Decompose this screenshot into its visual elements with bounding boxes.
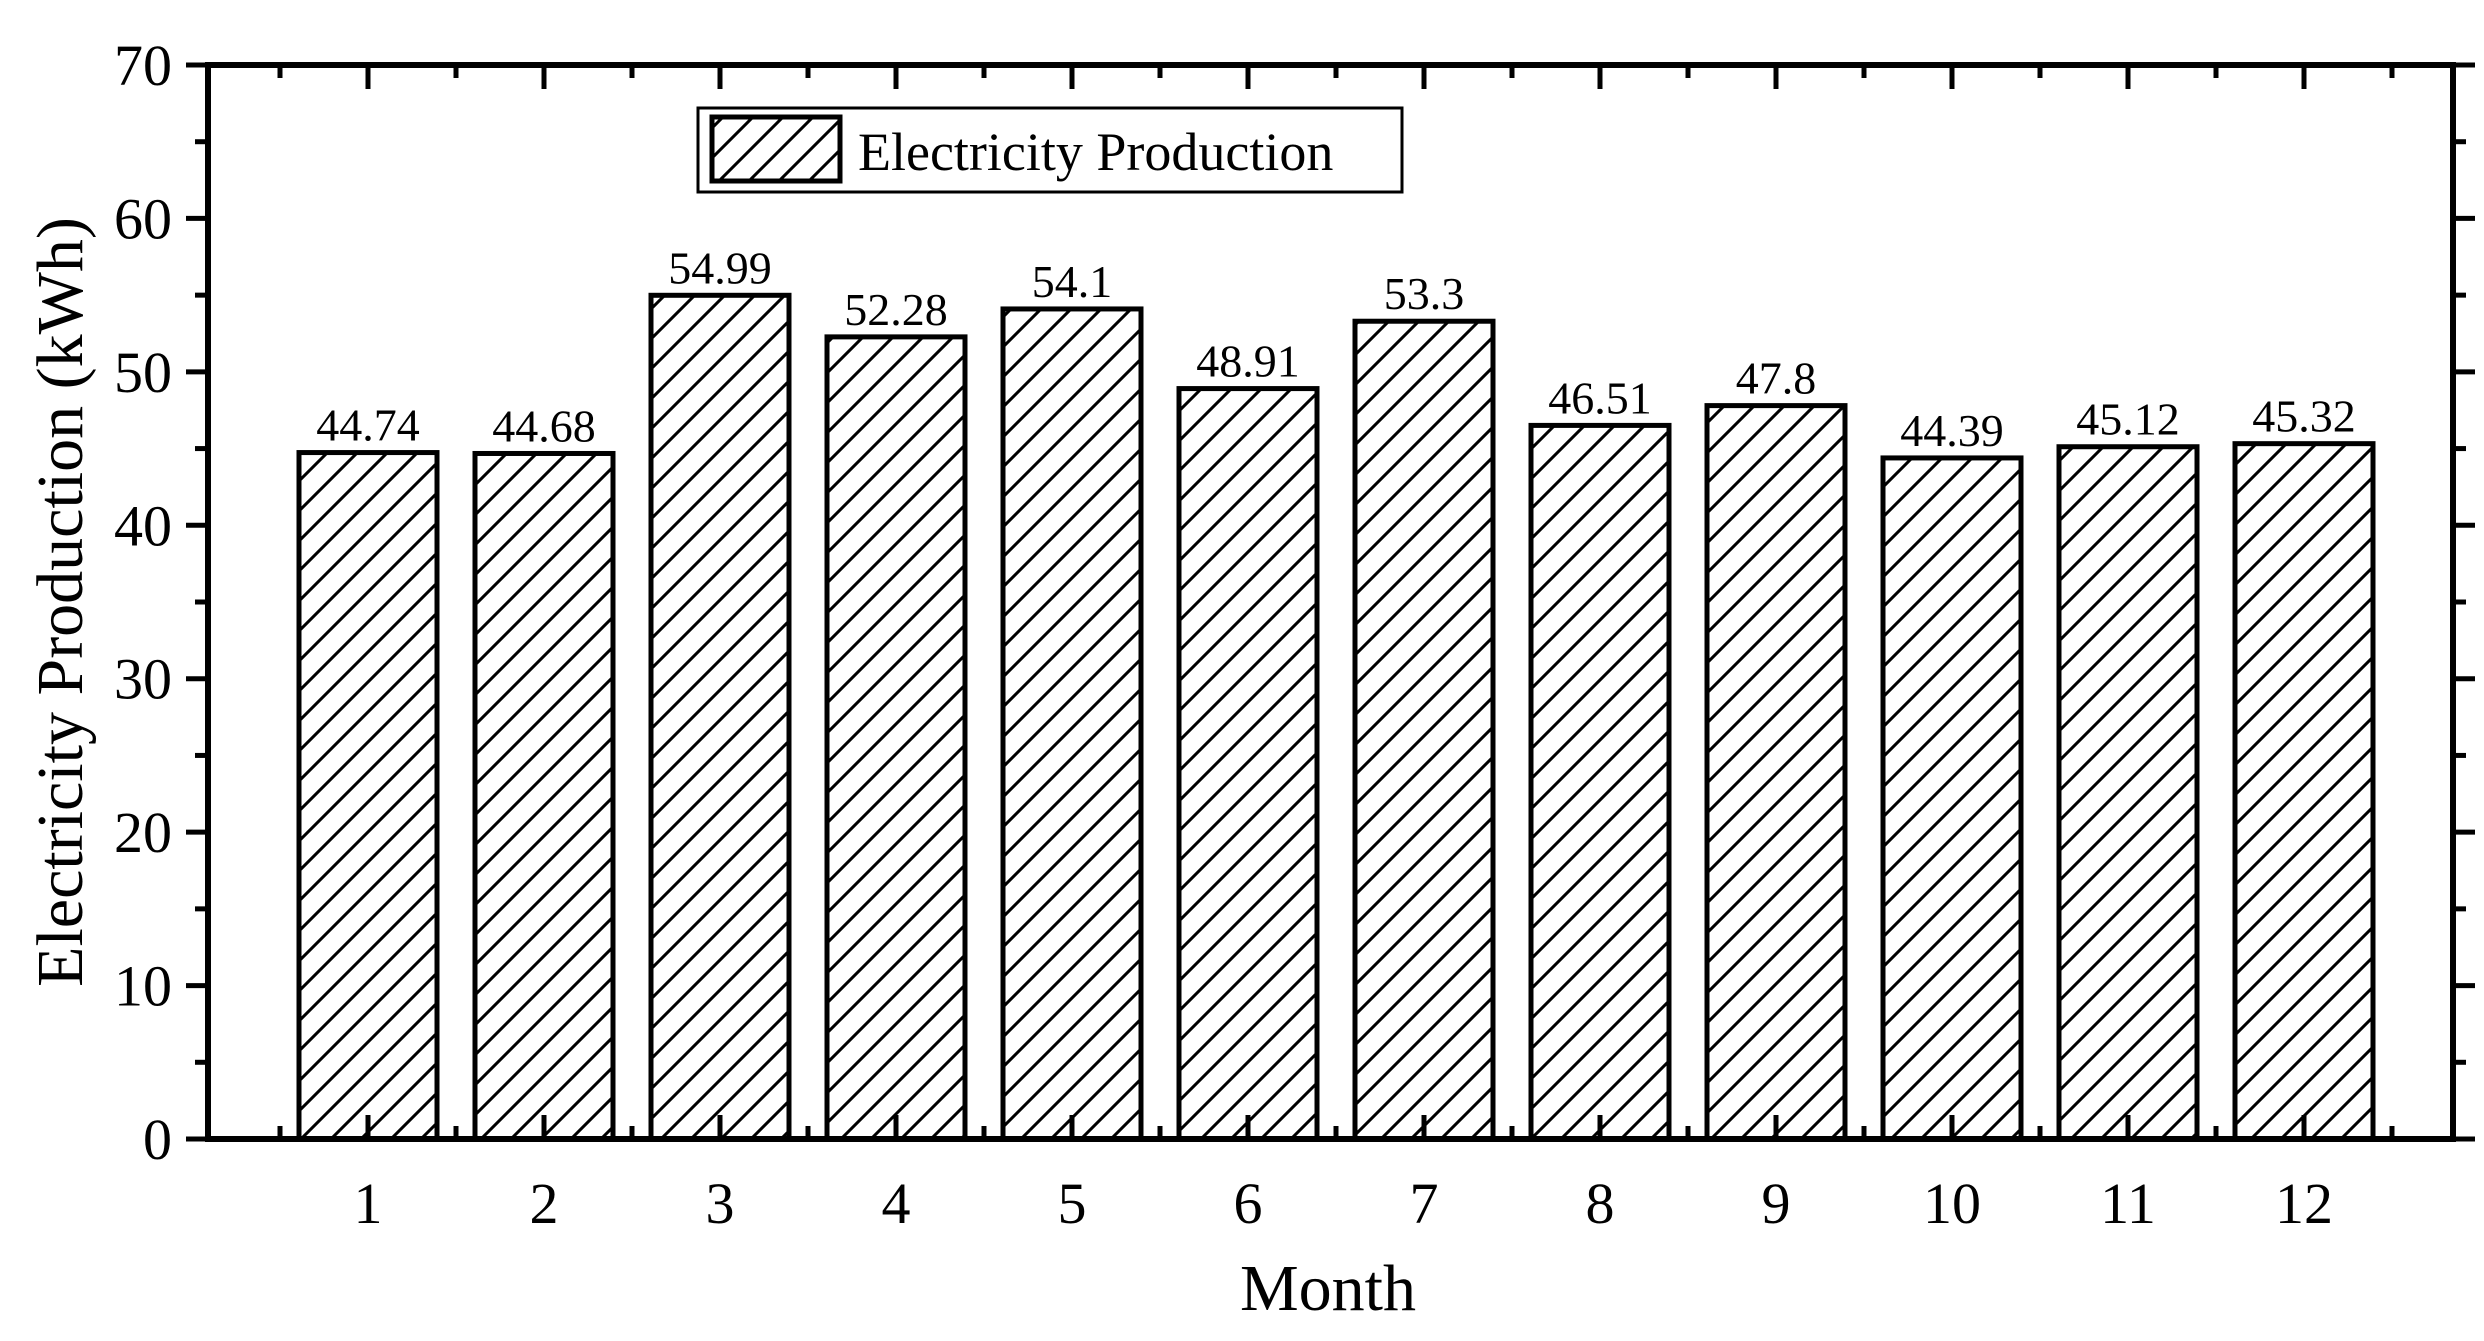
axis-ticks-layer xyxy=(186,62,2475,1142)
y-axis-title: Electricity Production (kWh) xyxy=(24,217,97,987)
bar-value-label: 45.12 xyxy=(2076,394,2180,445)
y-tick-label: 30 xyxy=(114,647,172,712)
bar-month-10 xyxy=(1880,455,2024,1142)
bar-value-label: 47.8 xyxy=(1736,353,1817,404)
data-labels-layer: 44.74 44.68 54.99 52.28 54.1 48.91 53.3 46.51 47… xyxy=(316,242,2356,456)
x-tick-label: 7 xyxy=(1410,1171,1439,1236)
bar-value-label: 53.3 xyxy=(1384,268,1465,319)
y-tick-label: 10 xyxy=(114,954,172,1019)
bar-value-label: 44.68 xyxy=(492,400,596,451)
bar-value-label: 54.1 xyxy=(1032,256,1113,307)
bar-month-9 xyxy=(1704,403,1848,1142)
y-tick-label: 60 xyxy=(114,186,172,251)
bar-month-12 xyxy=(2232,441,2376,1142)
x-tick-label: 12 xyxy=(2275,1171,2333,1236)
bar-value-label: 54.99 xyxy=(668,242,772,293)
bar-month-7 xyxy=(1352,318,1496,1142)
legend-swatch xyxy=(709,114,843,184)
x-tick-label: 3 xyxy=(706,1171,735,1236)
y-tick-label: 70 xyxy=(114,33,172,98)
bar-month-2 xyxy=(472,450,616,1142)
y-axis-tick-labels: 0 10 20 30 40 50 60 70 xyxy=(114,33,172,1172)
x-tick-label: 9 xyxy=(1762,1171,1791,1236)
bar-month-3 xyxy=(648,292,792,1142)
y-tick-label: 40 xyxy=(114,493,172,558)
x-axis-title: Month xyxy=(1240,1252,1416,1325)
x-tick-label: 6 xyxy=(1234,1171,1263,1236)
x-tick-label: 10 xyxy=(1923,1171,1981,1236)
y-tick-label: 20 xyxy=(114,800,172,865)
bar-month-5 xyxy=(1000,306,1144,1142)
y-tick-label: 0 xyxy=(143,1107,172,1172)
bar-value-label: 52.28 xyxy=(844,284,948,335)
x-tick-label: 11 xyxy=(2100,1171,2156,1236)
x-tick-label: 1 xyxy=(354,1171,383,1236)
x-tick-label: 5 xyxy=(1058,1171,1087,1236)
y-tick-label: 50 xyxy=(114,340,172,405)
bar-month-8 xyxy=(1528,422,1672,1142)
bar-month-4 xyxy=(824,334,968,1142)
bar-month-11 xyxy=(2056,444,2200,1142)
x-tick-label: 2 xyxy=(530,1171,559,1236)
bar-value-label: 44.74 xyxy=(316,400,420,451)
bars-layer xyxy=(296,292,2376,1142)
legend: Electricity Production xyxy=(696,106,1404,194)
bar-value-label: 46.51 xyxy=(1548,372,1652,423)
x-tick-label: 4 xyxy=(882,1171,911,1236)
bar-month-6 xyxy=(1176,386,1320,1142)
bar-value-label: 44.39 xyxy=(1900,405,2004,456)
bar-value-label: 48.91 xyxy=(1196,336,1300,387)
bar-month-1 xyxy=(296,450,440,1142)
legend-label: Electricity Production xyxy=(858,122,1333,182)
x-axis-tick-labels: 1 2 3 4 5 6 7 8 9 10 11 12 xyxy=(354,1171,2334,1236)
bar-value-label: 45.32 xyxy=(2252,391,2356,442)
x-tick-label: 8 xyxy=(1586,1171,1615,1236)
